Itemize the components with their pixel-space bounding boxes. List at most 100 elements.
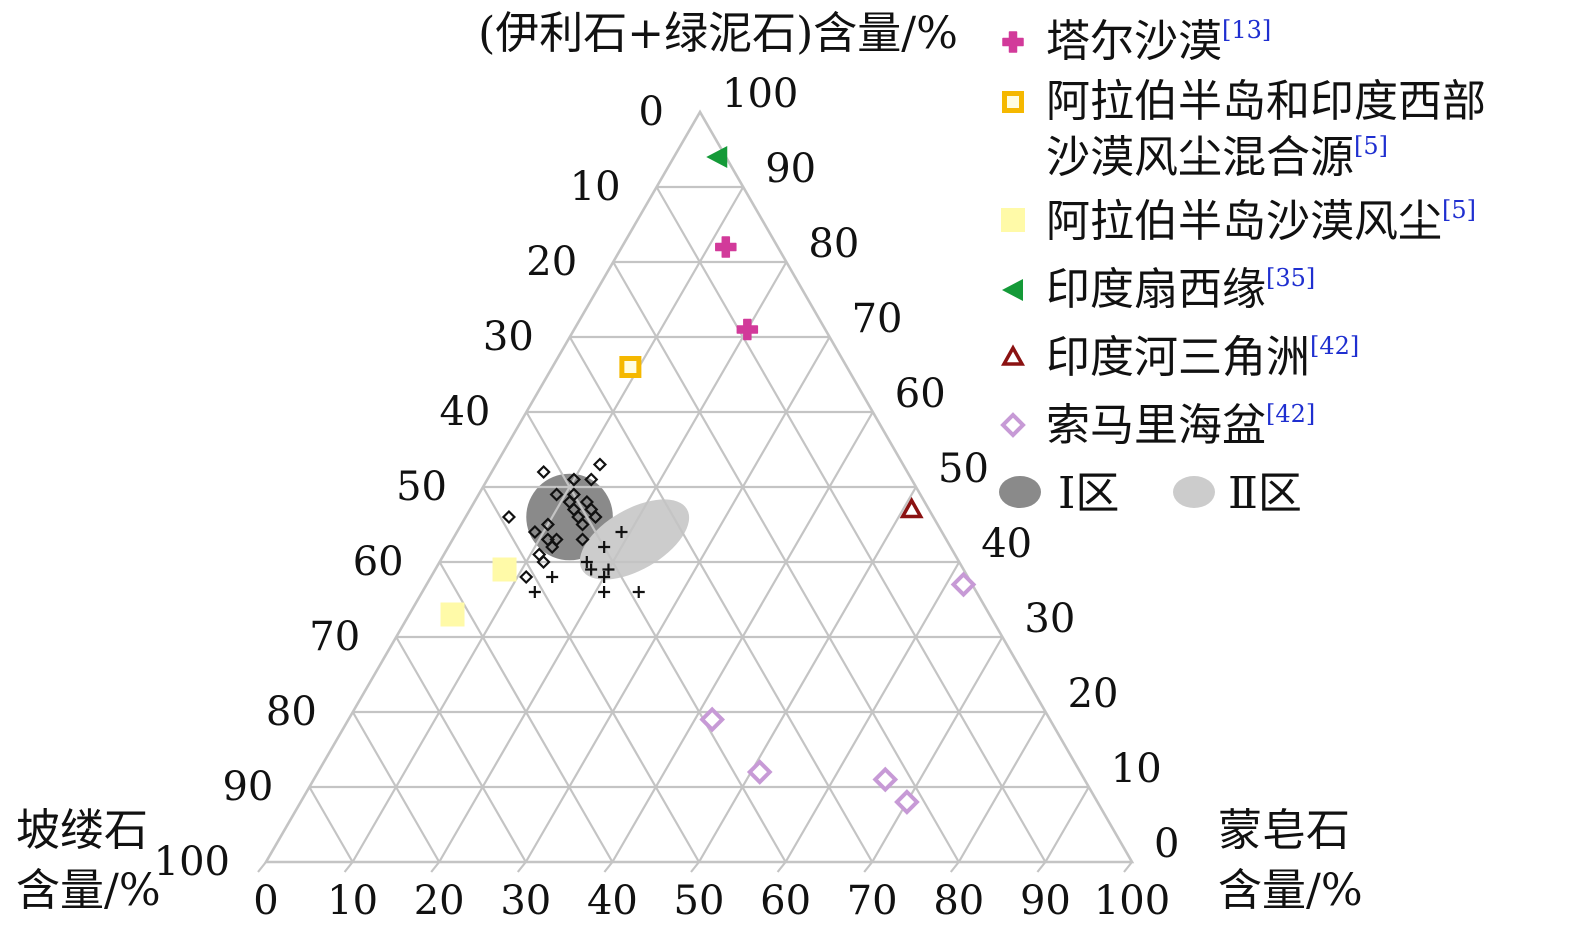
- legend-entry-mixed-source: 阿拉伯半岛和印度西部 沙漠风尘混合源[5]: [1002, 76, 1486, 183]
- tick-label-illite-chlorite: 50: [938, 446, 989, 492]
- sample-diamond-point: [549, 487, 564, 502]
- hollow-diamond-point: [950, 571, 977, 598]
- tick-label-bottom: 30: [500, 878, 551, 924]
- sample-plus-point: [546, 571, 559, 583]
- grid-line-palygorskite: [568, 336, 874, 863]
- tick-label-illite-chlorite: 60: [895, 371, 946, 417]
- tick-label-illite-chlorite: 80: [808, 221, 859, 267]
- tick-label-palygorskite: 80: [266, 689, 317, 735]
- tick-label-illite-chlorite: 20: [1068, 671, 1119, 717]
- legend-triangle-left-icon: [1002, 279, 1023, 301]
- tick-label-palygorskite: 0: [639, 89, 664, 135]
- right-axis-title-line1: 蒙皂石: [1218, 805, 1350, 856]
- bottom-tick-mark: [776, 861, 787, 873]
- grid-line-palygorskite: [655, 186, 1047, 863]
- legend-label: 印度扇西缘[35]: [1046, 264, 1315, 315]
- bottom-tick-mark: [1036, 861, 1047, 873]
- tick-label-bottom: 20: [414, 878, 465, 924]
- tick-label-bottom: 60: [760, 878, 811, 924]
- tick-label-illite-chlorite: 40: [981, 521, 1032, 567]
- legend-label: 阿拉伯半岛和印度西部: [1046, 76, 1486, 127]
- grid-line-smectite: [1044, 786, 1090, 863]
- legend-entry-thar: 塔尔沙漠[13]: [1002, 16, 1271, 67]
- sample-diamond-point: [575, 517, 590, 532]
- sample-plus-point: [585, 563, 598, 576]
- sample-plus-point: [598, 571, 611, 583]
- bottom-tick-mark: [430, 861, 441, 873]
- grid-line-palygorskite: [395, 636, 527, 863]
- legend-hollow-diamond-icon: [1000, 412, 1026, 438]
- legend-entry-zone-1: Ⅰ区: [999, 468, 1119, 519]
- sample-diamond-point: [540, 532, 555, 547]
- sample-diamond-point: [519, 569, 534, 585]
- tick-label-palygorskite: 10: [570, 164, 621, 210]
- legend-hollow-triangle-icon: [1001, 344, 1025, 366]
- sample-plus-point: [615, 526, 628, 538]
- bottom-tick-mark: [949, 861, 960, 873]
- sample-diamond-point: [584, 472, 599, 487]
- legend-entry-indus-fan: 印度扇西缘[35]: [1002, 264, 1315, 315]
- square-point: [440, 602, 465, 627]
- legend-hollow-square-icon: [1002, 91, 1024, 113]
- zone-1-swatch-icon: [999, 476, 1041, 508]
- legend-label-line2: 沙漠风尘混合源[5]: [1046, 132, 1388, 183]
- legend-label: Ⅱ区: [1228, 468, 1302, 519]
- sample-diamond-point: [540, 517, 555, 532]
- grid-layer: [257, 109, 1135, 873]
- legend-label: 索马里海盆[42]: [1046, 400, 1315, 451]
- legend-entry-zone-2: Ⅱ区: [1173, 468, 1302, 519]
- left-axis-title-line1: 坡缕石: [16, 805, 148, 856]
- triangle-frame: [263, 109, 1135, 864]
- bottom-tick-mark: [257, 861, 267, 873]
- tick-label-layer: 0 0 0 10 10 10 20 20 20 30 30 30 40 40 40 50 50 50 60 60 60 7…: [154, 71, 1180, 924]
- sample-diamond-point: [536, 554, 551, 570]
- tick-label-bottom: 100: [1094, 878, 1170, 924]
- sample-diamond-point: [588, 509, 603, 525]
- hollow-diamond-point: [872, 766, 899, 793]
- hollow-square-point: [619, 356, 642, 378]
- hollow-diamond-point: [894, 789, 920, 815]
- legend-label: Ⅰ区: [1058, 468, 1119, 519]
- bottom-tick-mark: [863, 861, 874, 873]
- hollow-diamond-point: [746, 759, 773, 785]
- tick-label-palygorskite: 50: [396, 464, 447, 510]
- plus-point: [715, 236, 737, 258]
- tick-label-bottom: 90: [1020, 878, 1071, 924]
- tick-label-palygorskite: 40: [439, 389, 490, 435]
- legend: 塔尔沙漠[13] 阿拉伯半岛和印度西部 沙漠风尘混合源[5] 阿拉伯半岛沙漠风尘…: [999, 16, 1486, 519]
- sample-diamond-point: [575, 532, 590, 547]
- grid-line-smectite: [957, 711, 1047, 863]
- bottom-tick-mark: [516, 861, 527, 873]
- tick-label-illite-chlorite: 10: [1111, 746, 1162, 792]
- triangle-left-point: [706, 146, 728, 168]
- tick-label-palygorskite: 60: [353, 539, 404, 585]
- sample-plus-point: [598, 586, 611, 598]
- hollow-triangle-point: [899, 496, 924, 519]
- tick-label-palygorskite: 20: [526, 239, 577, 285]
- sample-plus-point: [632, 586, 645, 598]
- tick-label-illite-chlorite: 100: [722, 71, 798, 117]
- bottom-tick-mark: [603, 861, 614, 873]
- legend-entry-somali-basin: 索马里海盆[42]: [1000, 400, 1315, 451]
- sample-diamond-point: [566, 472, 581, 487]
- sample-plus-point: [602, 563, 615, 576]
- legend-label: 塔尔沙漠[13]: [1046, 16, 1271, 67]
- grid-line-palygorskite: [438, 561, 614, 863]
- grid-line-smectite: [524, 336, 831, 863]
- sample-diamond-point: [536, 464, 551, 480]
- hollow-diamond-point: [699, 706, 726, 733]
- grid-line-palygorskite: [482, 486, 700, 863]
- tick-label-bottom: 50: [674, 878, 725, 924]
- tick-label-palygorskite: 70: [309, 614, 360, 660]
- zone-layer: [526, 473, 690, 580]
- bottom-tick-mark: [690, 861, 700, 873]
- legend-square-icon: [1001, 208, 1025, 232]
- sample-diamond-point: [592, 457, 607, 472]
- tick-label-illite-chlorite: 70: [852, 296, 903, 342]
- tick-label-bottom: 10: [327, 878, 378, 924]
- tick-label-illite-chlorite: 30: [1024, 596, 1075, 642]
- data-point-layer: [440, 146, 977, 815]
- tick-label-illite-chlorite: 90: [765, 146, 816, 192]
- legend-label: 印度河三角洲[42]: [1046, 332, 1359, 383]
- sample-diamond-point: [527, 524, 542, 540]
